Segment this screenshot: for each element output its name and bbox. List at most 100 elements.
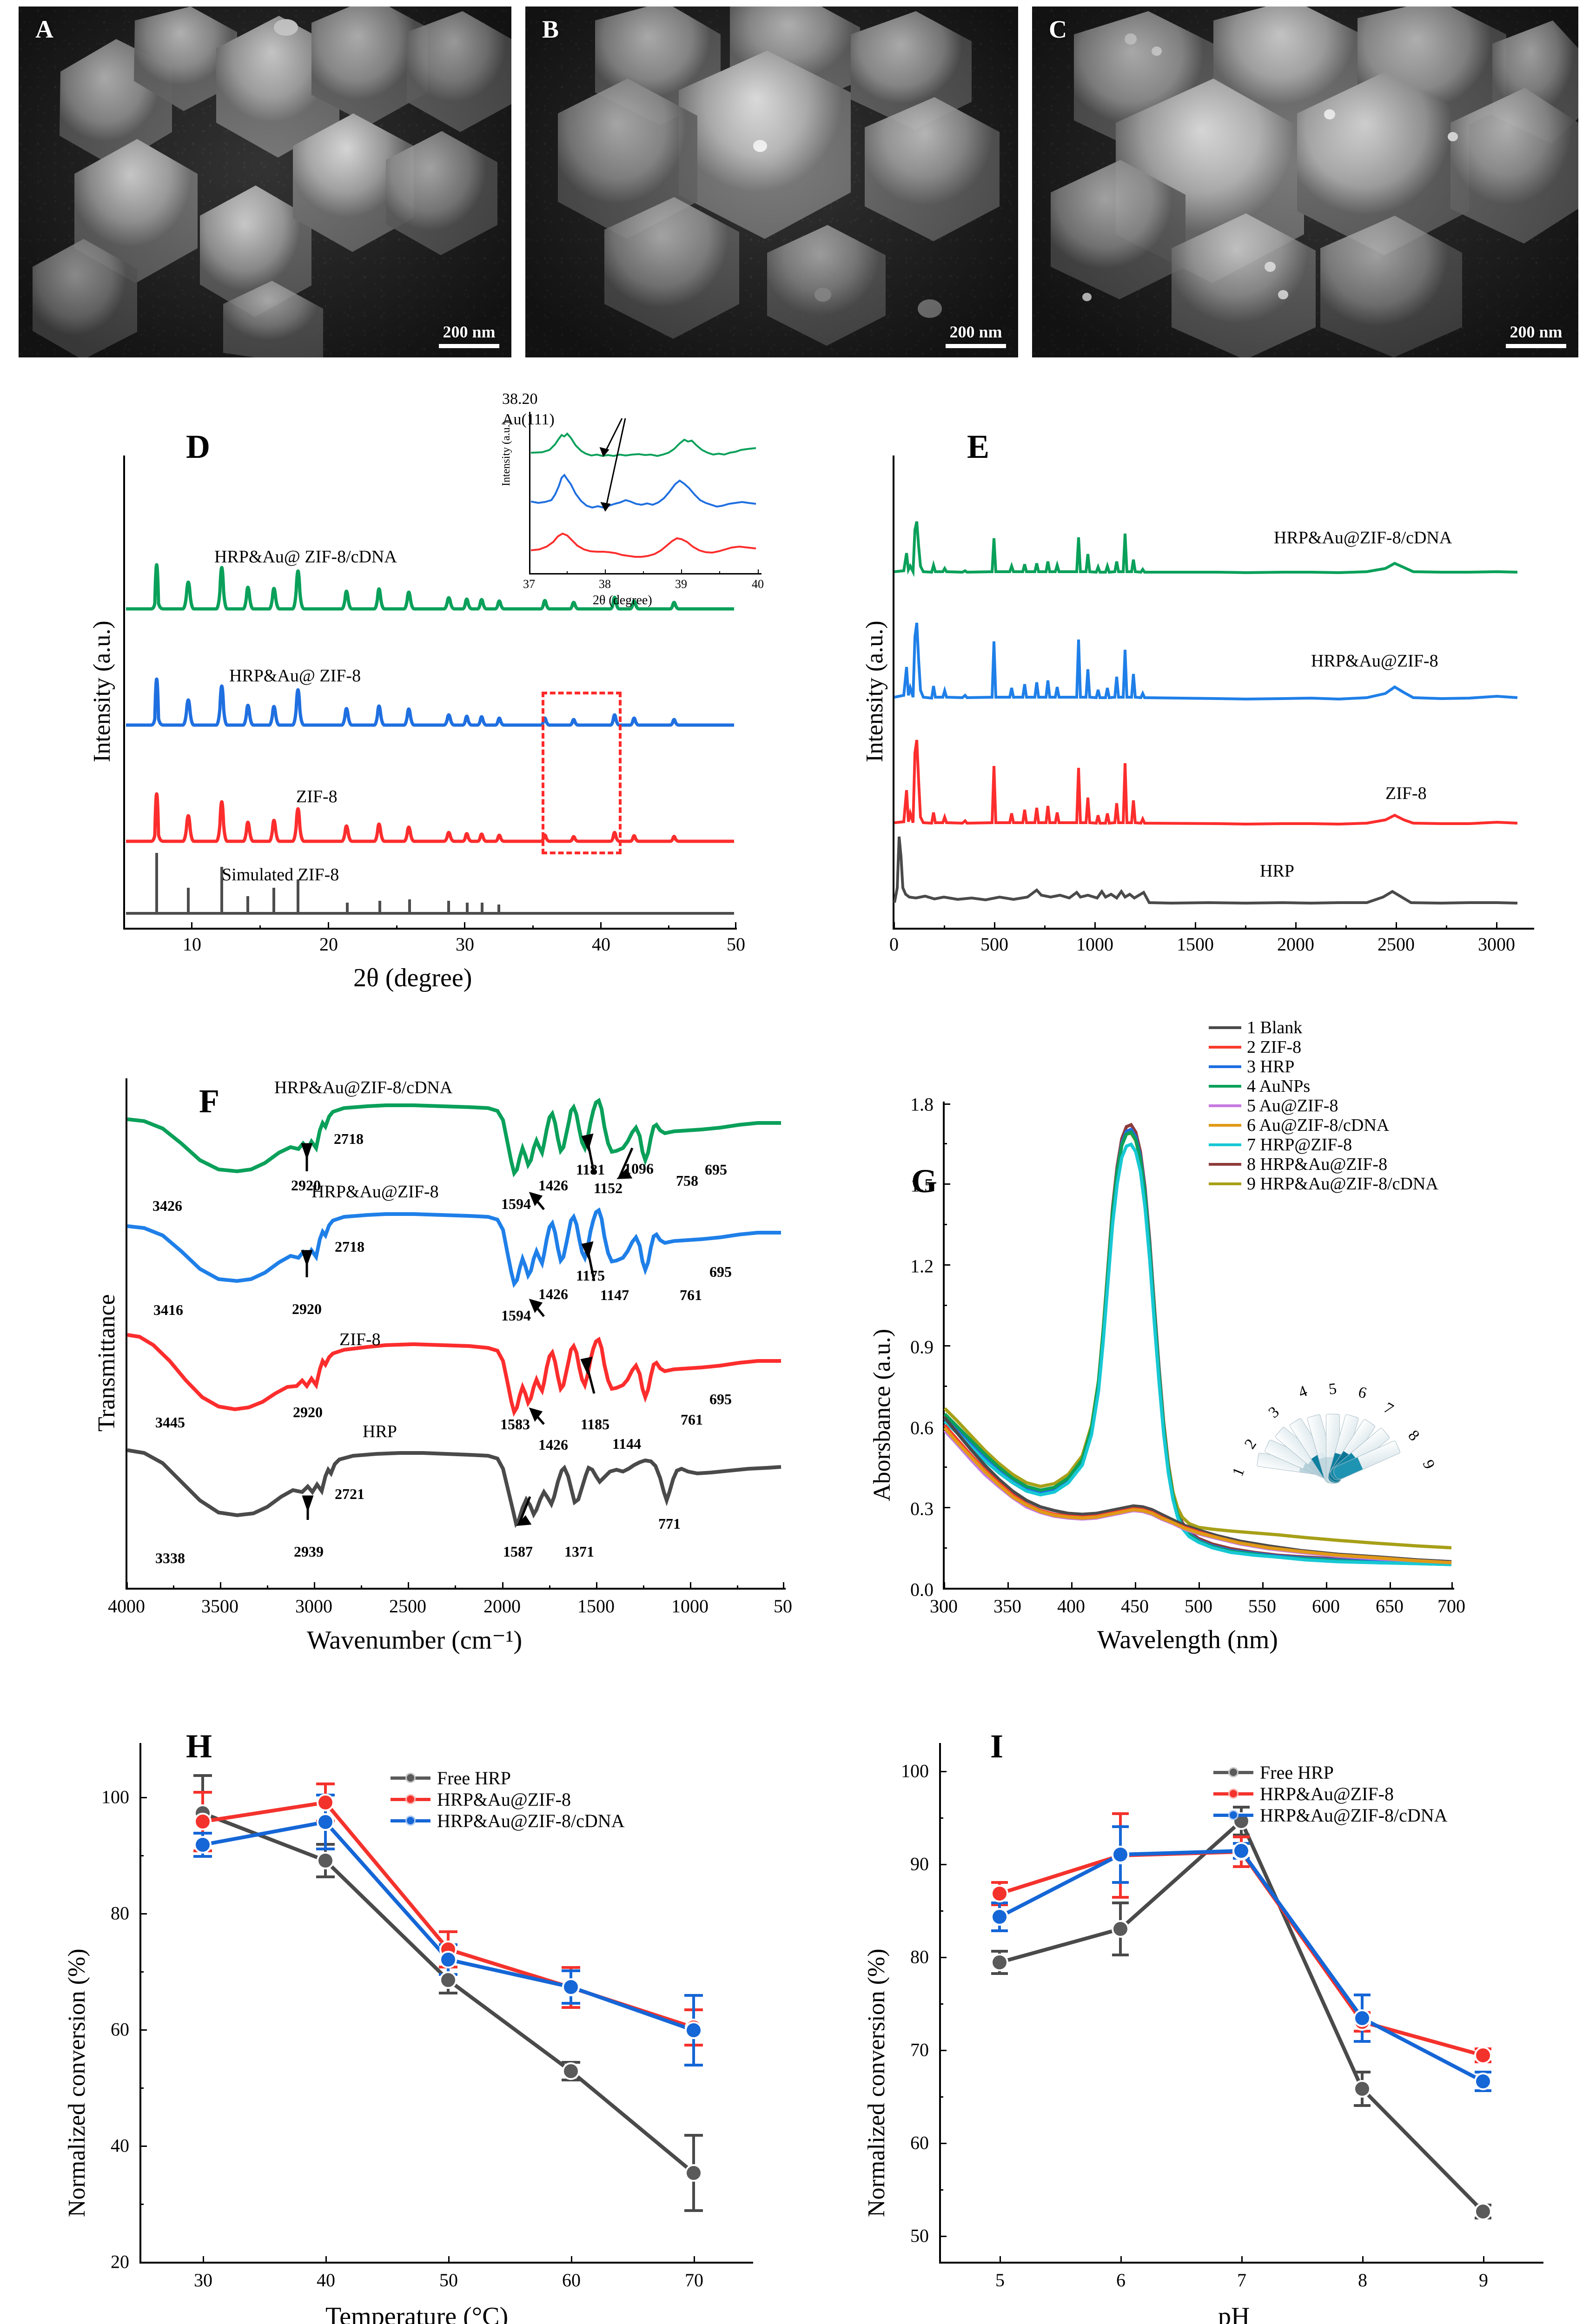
legend-item[interactable]: HRP&Au@ZIF-8 [391,1789,625,1810]
ftir-peak-label: 758 [676,1172,698,1189]
legend-item[interactable]: 3 HRP [1209,1057,1438,1076]
x-tick-label: 5 [995,2270,1005,2291]
legend-item[interactable]: Free HRP [1213,1762,1448,1783]
ftir-peak-label: 3445 [155,1414,185,1431]
ftir-peak-label: 1175 [576,1267,605,1284]
x-tick [1262,1582,1264,1590]
x-tick [944,1582,945,1590]
x-tick [1000,2256,1001,2264]
legend-swatch [1209,1065,1241,1068]
sem-crystals-b [558,7,1000,346]
y-tick [139,2146,147,2147]
legend-label: 3 HRP [1247,1057,1295,1076]
x-tick-label: 500 [1185,1596,1212,1617]
y-tick [939,2143,947,2144]
panel-g-legend: 1 Blank 2 ZIF-8 3 HRP 4 AuNPs 5 Au@ZIF-8… [1209,1018,1438,1194]
x-tick-minor [1345,925,1347,930]
x-tick-minor [361,1585,362,1590]
panel-f-x-axis-title: Wavenumber (cm⁻¹) [307,1626,523,1655]
legend-swatch [1209,1026,1241,1029]
sem-crystals-c [1051,7,1578,357]
uvvis-curve-6 [943,1426,1452,1565]
panel-letter-h: H [186,1728,212,1765]
x-tick-label: 70 [685,2270,703,2291]
panel-h-series [193,1774,703,2212]
x-tick-label: 8 [1358,2270,1367,2291]
panel-d-inset-curves [530,418,756,558]
inset-curve-red [530,532,756,558]
y-tick-label: 1.5 [910,1175,934,1196]
y-tick-label: 80 [910,1946,929,1967]
x-tick-label: 300 [930,1596,958,1617]
x-tick [735,922,736,930]
scale-bar-line-a [439,344,499,348]
y-tick-label: 60 [910,2132,929,2153]
panel-i: I [818,1692,1596,2324]
legend-item[interactable]: 2 ZIF-8 [1209,1037,1438,1057]
uvvis-curve-7 [943,1142,1452,1566]
legend-item[interactable]: HRP&Au@ZIF-8 [1213,1783,1448,1804]
legend-label: HRP&Au@ZIF-8 [1260,1783,1394,1804]
legend-item[interactable]: 8 HRP&Au@ZIF-8 [1209,1155,1438,1174]
y-tick-label: 80 [111,1902,129,1924]
panel-i-axes: Free HRP HRP&Au@ZIF-8 HRP&Au@ZIF-8/cDNA [939,1743,1543,2264]
scale-bar-b: 200 nm [946,324,1006,348]
y-tick-label: 90 [910,1853,929,1875]
panel-f: F [28,1023,818,1673]
y-tick [943,1103,950,1105]
x-tick [1362,2256,1364,2264]
x-tick [783,1582,784,1590]
x-tick-label: 4000 [108,1596,145,1617]
x-tick [1390,1582,1391,1590]
legend-item[interactable]: 4 AuNPs [1209,1076,1438,1096]
legend-item[interactable]: 1 Blank [1209,1018,1438,1037]
x-tick [1199,1582,1200,1590]
y-tick-minor [943,1547,947,1549]
y-tick [939,1957,947,1958]
sem-vignette-c [1032,7,1578,357]
x-tick [596,1582,597,1590]
panel-d-y-axis [123,456,125,930]
ftir-annotation-arrows-green [301,1133,634,1210]
ftir-annotation-arrows-blue [301,1241,596,1317]
curve-label-f-red: ZIF-8 [339,1330,381,1349]
panel-f-axes: HRP&Au@ZIF-8/cDNA HRP&Au@ZIF-8 ZIF-8 HRP… [126,1078,786,1590]
tube-number: 6 [1356,1383,1369,1402]
x-tick-label: 1000 [1076,934,1113,955]
legend-item[interactable]: HRP&Au@ZIF-8/cDNA [1213,1804,1448,1826]
x-tick [1326,1582,1327,1590]
x-tick [1195,922,1196,930]
panel-h-legend: Free HRP HRP&Au@ZIF-8 HRP&Au@ZIF-8/cDNA [391,1767,625,1831]
x-tick-minor [1145,925,1146,930]
x-tick [1483,2256,1484,2264]
y-tick [139,2029,147,2031]
series-line-hrp-au-zif8 [999,1849,1484,2057]
legend-item[interactable]: Free HRP [391,1767,625,1789]
x-tick [600,922,602,930]
x-tick-label: 600 [1312,1596,1340,1617]
x-tick-label: 400 [1057,1596,1085,1617]
y-tick-minor [139,1971,144,1973]
x-tick [126,1582,128,1590]
scale-bar-line-c [1506,344,1566,348]
legend-label: HRP&Au@ZIF-8/cDNA [437,1810,625,1831]
legend-item[interactable]: 6 Au@ZIF-8/cDNA [1209,1116,1438,1135]
y-tick-minor [943,1466,947,1468]
xrd-curve-green [126,563,734,611]
ftir-peak-label: 3416 [153,1301,183,1318]
inset-annotation-value: 38.20 [502,390,538,408]
ftir-peak-label: 771 [658,1515,681,1532]
legend-item[interactable]: 7 HRP@ZIF-8 [1209,1135,1438,1155]
legend-item[interactable]: HRP&Au@ZIF-8/cDNA [391,1810,625,1831]
x-tick [502,1582,503,1590]
legend-item[interactable]: 5 Au@ZIF-8 [1209,1096,1438,1116]
ftir-curve-green [127,1097,781,1178]
ftir-peak-label: 1152 [593,1180,623,1196]
legend-swatch [391,1794,430,1804]
ftir-peak-label: 1144 [612,1435,642,1452]
legend-label: 8 HRP&Au@ZIF-8 [1247,1155,1388,1174]
x-tick-label: 350 [993,1596,1021,1617]
x-tick [894,922,895,930]
legend-item[interactable]: 9 HRP&Au@ZIF-8/cDNA [1209,1174,1438,1194]
panel-e-y-axis [893,456,894,930]
